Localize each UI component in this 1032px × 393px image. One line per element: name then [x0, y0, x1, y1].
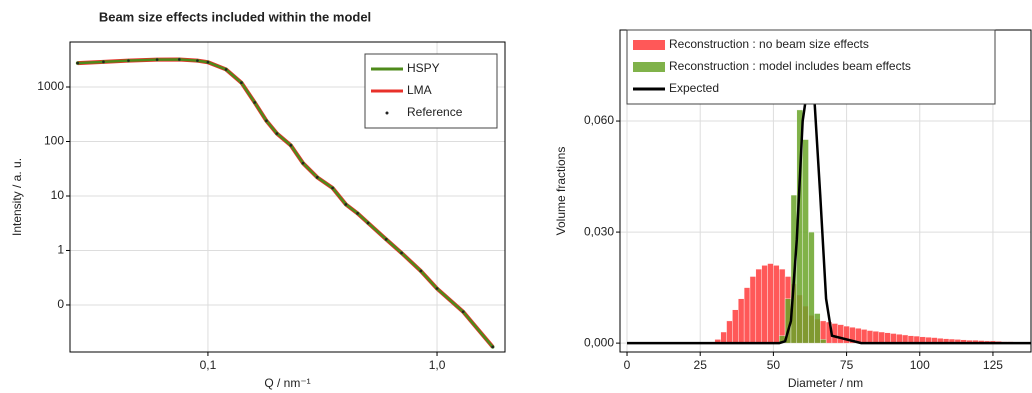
- histogram-bar: [866, 330, 874, 344]
- x-tick-label: 75: [840, 358, 854, 372]
- data-point: [301, 161, 305, 165]
- data-point: [206, 60, 210, 64]
- y-tick-label: 100: [44, 134, 64, 148]
- y-tick-label: 1000: [37, 79, 64, 93]
- y-tick-label: 0,030: [584, 224, 614, 238]
- legend-box: [626, 29, 996, 105]
- legend-label: Reconstruction : model includes beam eff…: [669, 59, 911, 73]
- legend-label: Reconstruction : no beam size effects: [669, 37, 869, 51]
- y-axis-label: Volume fractions: [554, 147, 568, 236]
- data-point: [315, 176, 319, 179]
- data-point: [253, 101, 256, 104]
- histogram-bar: [896, 334, 903, 344]
- y-tick-label: 0,000: [584, 335, 614, 349]
- y-tick-label: 1: [57, 243, 64, 257]
- data-point: [419, 269, 423, 273]
- histogram-bar: [802, 139, 809, 344]
- x-tick-label: 0,1: [200, 358, 217, 372]
- data-point: [240, 81, 243, 84]
- histogram-bar: [814, 313, 821, 344]
- x-axis-label: Diameter / nm: [788, 376, 863, 390]
- x-tick-label: 50: [767, 358, 781, 372]
- y-tick-label: 0,060: [584, 113, 614, 127]
- histogram-bar: [872, 331, 879, 344]
- data-point: [356, 212, 359, 215]
- histogram-bar: [820, 339, 827, 344]
- histogram-bar: [732, 309, 739, 344]
- legend-label: LMA: [407, 83, 432, 97]
- data-point: [127, 59, 130, 62]
- x-tick-label: 100: [910, 358, 930, 372]
- x-axis-label: Q / nm⁻¹: [264, 376, 310, 390]
- data-point: [265, 119, 268, 123]
- y-axis-label: Intensity / a. u.: [10, 158, 24, 236]
- histogram-bar: [726, 320, 733, 344]
- histogram-bar: [837, 324, 844, 344]
- data-point: [344, 203, 348, 206]
- histogram-bar: [773, 265, 780, 344]
- data-point: [196, 59, 199, 62]
- legend-swatch: [633, 40, 665, 50]
- x-tick-label: 125: [983, 358, 1003, 372]
- data-point: [102, 60, 105, 64]
- x-tick-label: 0: [624, 358, 631, 372]
- x-tick-label: 25: [694, 358, 708, 372]
- data-point: [275, 132, 279, 135]
- x-tick-label: 1,0: [429, 358, 446, 372]
- y-tick-label: 10: [51, 188, 65, 202]
- data-point: [400, 251, 403, 255]
- histogram-bar: [808, 231, 815, 344]
- histogram-bar: [738, 298, 745, 344]
- histogram-bar: [749, 276, 757, 344]
- data-point: [289, 144, 293, 147]
- data-point: [461, 310, 465, 314]
- histogram-bar: [890, 333, 897, 344]
- legend-swatch: [385, 111, 389, 115]
- histogram-bar: [878, 331, 885, 344]
- data-point: [384, 238, 388, 241]
- data-point: [224, 68, 228, 71]
- plot-frame: [69, 41, 506, 353]
- data-point: [331, 186, 334, 190]
- y-tick-label: 0: [57, 297, 64, 311]
- legend-swatch: [633, 62, 665, 72]
- histogram-bar: [761, 265, 768, 344]
- data-point: [366, 221, 370, 225]
- histogram-bar: [884, 332, 891, 344]
- expected-line: [627, 79, 1031, 345]
- legend-label: Expected: [669, 81, 719, 95]
- histogram-bar: [720, 331, 727, 344]
- data-point: [76, 61, 79, 65]
- legend-label: HSPY: [407, 61, 440, 75]
- legend-label: Reference: [407, 105, 463, 119]
- histogram-bar: [767, 263, 774, 344]
- histogram-bar: [779, 268, 786, 344]
- data-point: [491, 345, 495, 349]
- histogram-bar: [755, 268, 762, 344]
- histogram-bar: [861, 329, 868, 344]
- chart-title: Beam size effects included within the mo…: [99, 9, 371, 24]
- data-point: [178, 58, 181, 61]
- data-point: [435, 287, 439, 290]
- data-point: [155, 58, 159, 61]
- histogram-bar: [743, 287, 751, 344]
